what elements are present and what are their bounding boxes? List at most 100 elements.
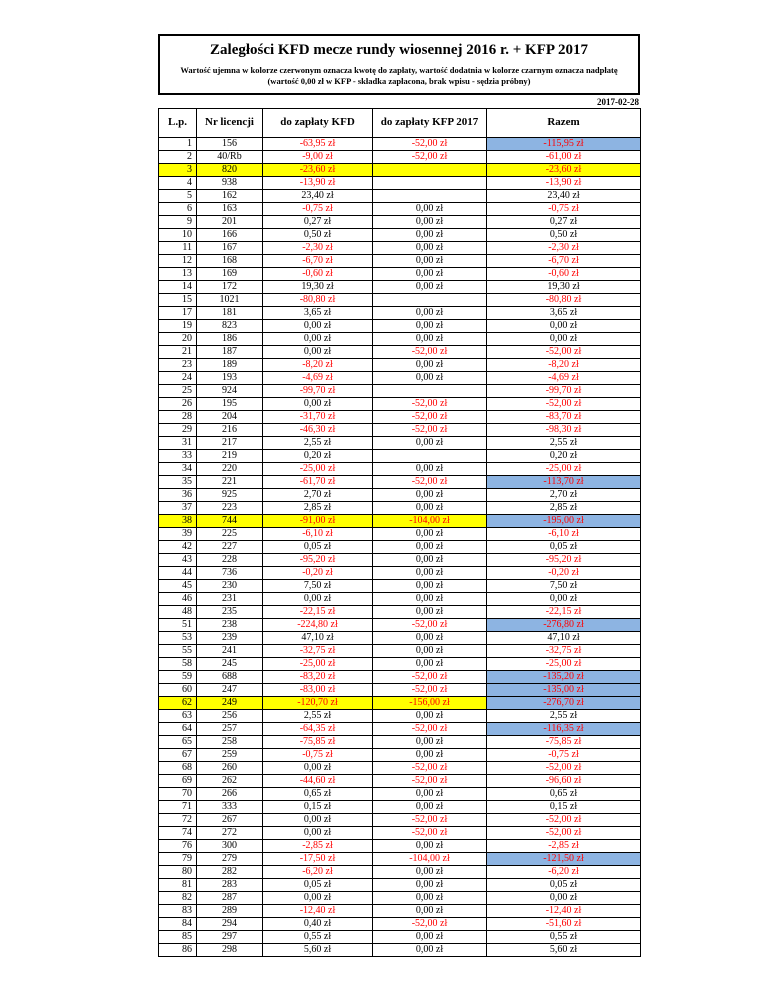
license-cell: 230 — [196, 578, 263, 593]
lp-cell: 71 — [158, 799, 197, 814]
license-cell: 167 — [196, 240, 263, 255]
table-row: 28 204 -31,70 zł -52,00 zł -83,70 zł — [158, 409, 641, 424]
kfp-amount-cell: -104,00 zł — [372, 851, 487, 866]
title-box: Zaległości KFD mecze rundy wiosennej 201… — [158, 34, 640, 95]
lp-cell: 43 — [158, 552, 197, 567]
lp-cell: 85 — [158, 929, 197, 944]
razem-amount-cell: 0,65 zł — [486, 786, 641, 801]
report-date: 2017-02-28 — [597, 96, 639, 107]
razem-amount-cell: -135,20 zł — [486, 669, 641, 684]
lp-cell: 69 — [158, 773, 197, 788]
kfp-amount-cell: 0,00 zł — [372, 526, 487, 541]
kfd-amount-cell: 47,10 zł — [262, 630, 373, 645]
kfp-amount-cell: 0,00 zł — [372, 266, 487, 281]
kfd-amount-cell: 2,55 zł — [262, 708, 373, 723]
razem-amount-cell: 3,65 zł — [486, 305, 641, 320]
razem-amount-cell: 5,60 zł — [486, 942, 641, 957]
razem-amount-cell: -116,35 zł — [486, 721, 641, 736]
lp-cell: 60 — [158, 682, 197, 697]
lp-cell: 5 — [158, 188, 197, 203]
table-row: 29 216 -46,30 zł -52,00 zł -98,30 zł — [158, 422, 641, 437]
kfd-amount-cell: 7,50 zł — [262, 578, 373, 593]
razem-amount-cell: -52,00 zł — [486, 760, 641, 775]
kfp-amount-cell — [372, 162, 487, 177]
license-cell: 736 — [196, 565, 263, 580]
table-row: 14 172 19,30 zł 0,00 zł 19,30 zł — [158, 279, 641, 294]
lp-cell: 11 — [158, 240, 197, 255]
table-row: 6 163 -0,75 zł 0,00 zł -0,75 zł — [158, 201, 641, 216]
razem-amount-cell: -121,50 zł — [486, 851, 641, 866]
kfp-amount-cell: -52,00 zł — [372, 825, 487, 840]
razem-amount-cell: 47,10 zł — [486, 630, 641, 645]
razem-amount-cell: -52,00 zł — [486, 812, 641, 827]
kfp-amount-cell: -52,00 zł — [372, 773, 487, 788]
kfp-amount-cell: 0,00 zł — [372, 643, 487, 658]
license-cell: 925 — [196, 487, 263, 502]
license-cell: 172 — [196, 279, 263, 294]
razem-amount-cell: -25,00 zł — [486, 656, 641, 671]
kfd-amount-cell: -99,70 zł — [262, 383, 373, 398]
kfd-amount-cell: -61,70 zł — [262, 474, 373, 489]
license-cell: 1021 — [196, 292, 263, 307]
kfp-amount-cell: -52,00 zł — [372, 760, 487, 775]
kfp-amount-cell: -52,00 zł — [372, 422, 487, 437]
razem-amount-cell: -96,60 zł — [486, 773, 641, 788]
table-row: 39 225 -6,10 zł 0,00 zł -6,10 zł — [158, 526, 641, 541]
table-row: 38 744 -91,00 zł -104,00 zł -195,00 zł — [158, 513, 641, 528]
kfd-amount-cell: -2,30 zł — [262, 240, 373, 255]
kfp-amount-cell: 0,00 zł — [372, 214, 487, 229]
table-row: 79 279 -17,50 zł -104,00 zł -121,50 zł — [158, 851, 641, 866]
kfd-amount-cell: -2,85 zł — [262, 838, 373, 853]
license-cell: 235 — [196, 604, 263, 619]
kfp-amount-cell: 0,00 zł — [372, 279, 487, 294]
lp-cell: 70 — [158, 786, 197, 801]
kfp-amount-cell: 0,00 zł — [372, 656, 487, 671]
license-cell: 228 — [196, 552, 263, 567]
table-row: 2 40/Rb -9,00 zł -52,00 zł -61,00 zł — [158, 149, 641, 164]
kfp-amount-cell: 0,00 zł — [372, 318, 487, 333]
lp-cell: 36 — [158, 487, 197, 502]
kfd-amount-cell: 0,00 zł — [262, 318, 373, 333]
kfd-amount-cell: 0,00 zł — [262, 890, 373, 905]
lp-cell: 12 — [158, 253, 197, 268]
razem-amount-cell: -25,00 zł — [486, 461, 641, 476]
license-cell: 225 — [196, 526, 263, 541]
lp-cell: 26 — [158, 396, 197, 411]
kfp-amount-cell: 0,00 zł — [372, 500, 487, 515]
license-cell: 688 — [196, 669, 263, 684]
license-cell: 259 — [196, 747, 263, 762]
kfp-amount-cell: 0,00 zł — [372, 461, 487, 476]
lp-cell: 31 — [158, 435, 197, 450]
kfp-amount-cell: -52,00 zł — [372, 396, 487, 411]
license-cell: 294 — [196, 916, 263, 931]
lp-cell: 65 — [158, 734, 197, 749]
license-cell: 260 — [196, 760, 263, 775]
razem-amount-cell: -51,60 zł — [486, 916, 641, 931]
kfd-amount-cell: -0,75 zł — [262, 201, 373, 216]
lp-cell: 63 — [158, 708, 197, 723]
license-cell: 221 — [196, 474, 263, 489]
lp-cell: 33 — [158, 448, 197, 463]
razem-amount-cell: -6,70 zł — [486, 253, 641, 268]
table-row: 19 823 0,00 zł 0,00 zł 0,00 zł — [158, 318, 641, 333]
table-row: 5 162 23,40 zł 23,40 zł — [158, 188, 641, 203]
table-row: 23 189 -8,20 zł 0,00 zł -8,20 zł — [158, 357, 641, 372]
kfp-amount-cell: 0,00 zł — [372, 864, 487, 879]
table-row: 60 247 -83,00 zł -52,00 zł -135,00 zł — [158, 682, 641, 697]
razem-amount-cell: 0,00 zł — [486, 318, 641, 333]
kfp-amount-cell: 0,00 zł — [372, 903, 487, 918]
table-row: 21 187 0,00 zł -52,00 zł -52,00 zł — [158, 344, 641, 359]
kfd-amount-cell: -44,60 zł — [262, 773, 373, 788]
lp-cell: 29 — [158, 422, 197, 437]
razem-amount-cell: 0,05 zł — [486, 877, 641, 892]
lp-cell: 86 — [158, 942, 197, 957]
kfd-amount-cell: -64,35 zł — [262, 721, 373, 736]
kfp-amount-cell — [372, 188, 487, 203]
kfd-amount-cell: 0,00 zł — [262, 344, 373, 359]
razem-amount-cell: -99,70 zł — [486, 383, 641, 398]
license-cell: 249 — [196, 695, 263, 710]
license-cell: 262 — [196, 773, 263, 788]
table-row: 58 245 -25,00 zł 0,00 zł -25,00 zł — [158, 656, 641, 671]
table-row: 64 257 -64,35 zł -52,00 zł -116,35 zł — [158, 721, 641, 736]
table-row: 31 217 2,55 zł 0,00 zł 2,55 zł — [158, 435, 641, 450]
